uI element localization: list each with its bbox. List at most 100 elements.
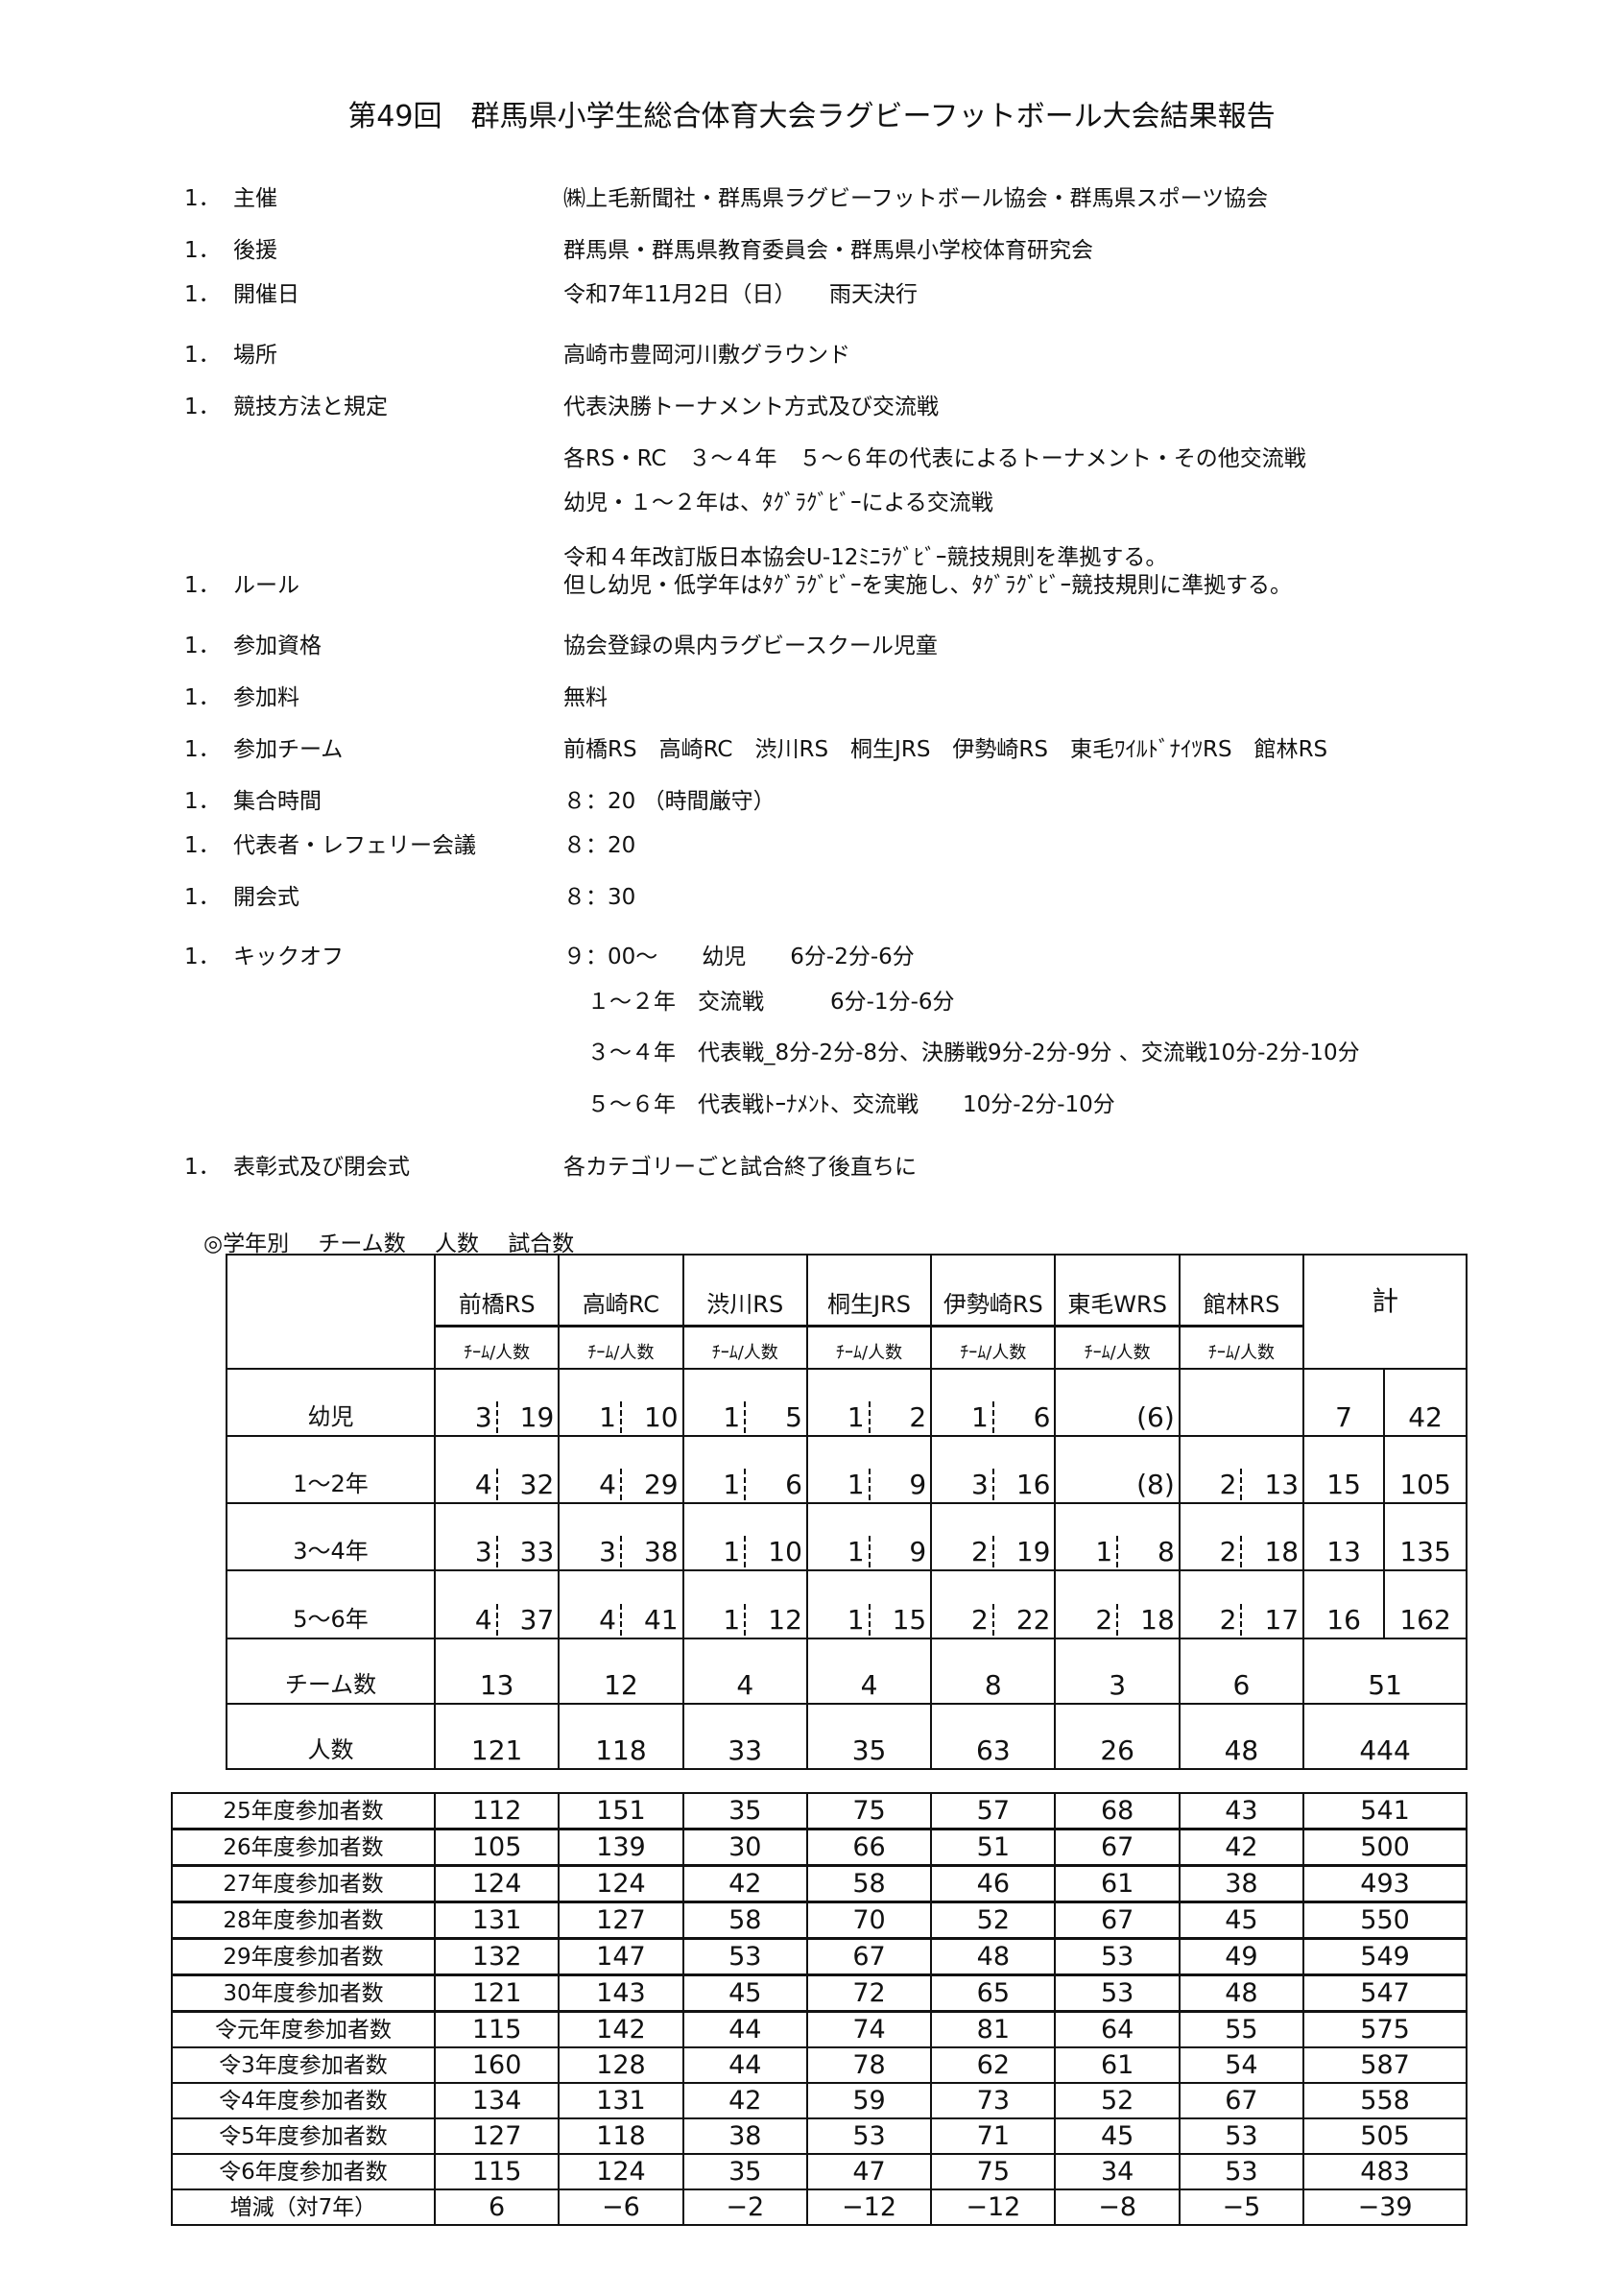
item-value: 前橋RS 高崎RC 渋川RS 桐生JRS 伊勢崎RS 東毛ﾜｲﾙﾄﾞﾅｲﾂRS … [563,737,1328,762]
team-cell: 3 38 [558,1502,684,1571]
row-label: 3～4年 [226,1502,436,1571]
row-label: 令6年度参加者数 [171,2153,436,2190]
team-count: 1 [808,1604,871,1636]
player-count: 41 [643,1604,679,1636]
cell-split: 3 16 [932,1437,1054,1500]
total-row: チーム数 13 12 4 4 8 3 6 51 [226,1638,1468,1705]
history-row: 令元年度参加者数 115 142 44 74 81 64 55 575 [171,2010,1468,2048]
team-cell: 2 22 [930,1569,1057,1639]
value-cell: 61 [1054,2046,1181,2084]
value-cell: 81 [930,2010,1057,2048]
value-cell: −5 [1178,2188,1305,2226]
item-label: 開催日 [233,282,299,307]
value-cell: 587 [1302,2046,1468,2084]
value-cell: 72 [805,1973,933,2013]
value-cell: 46 [930,1864,1057,1903]
team-cell: 1 10 [558,1368,684,1437]
table-caption: ◎学年別 チーム数 人数 試合数 [203,1232,575,1256]
value-cell: 44 [681,2010,808,2048]
team-total: 3 [1054,1638,1181,1705]
value-cell: 78 [805,2046,933,2084]
item-number: 1． [184,945,221,969]
row-label: 増減（対7年） [171,2188,436,2226]
value-cell: 42 [681,1864,808,1903]
team-total: 33 [681,1703,808,1770]
team-count: 3 [560,1536,622,1567]
total-teams: 7 [1302,1368,1386,1437]
value-cell: 124 [433,1864,561,1903]
value-cell: 139 [558,1828,684,1867]
value-cell: −6 [558,2188,684,2226]
item-label: 後援 [233,238,277,263]
item-number: 1． [184,343,221,368]
item-value: 協会登録の県内ラグビースクール児童 [563,634,938,658]
item-label: 参加チーム [233,737,344,762]
team-header: 高崎RC [558,1254,684,1327]
cell-split: 3 38 [560,1504,681,1567]
value-cell: 558 [1302,2082,1468,2119]
item-value: 幼児・１～２年は、ﾀｸﾞﾗｸﾞﾋﾞｰによる交流戦 [563,490,993,515]
value-cell: 47 [805,2153,933,2190]
item-number: 1． [184,238,221,263]
sub-header: ﾁｰﾑ/人数 [1054,1325,1181,1370]
item-number: 1． [184,1155,221,1180]
total-header: 計 [1302,1254,1468,1370]
item-value: 群馬県・群馬県教育委員会・群馬県小学校体育研究会 [563,238,1093,263]
team-cell: 2 13 [1178,1435,1305,1504]
row-label: 令元年度参加者数 [171,2010,436,2048]
value-cell: 143 [558,1973,684,2013]
value-cell: 550 [1302,1901,1468,1940]
value-cell: 70 [805,1901,933,1940]
value-cell: 134 [433,2082,561,2119]
item-value: １～２年 交流戦 6分-1分-6分 [587,990,955,1015]
value-cell: 53 [1054,1973,1181,2013]
player-count: 10 [768,1536,802,1567]
history-row: 令5年度参加者数 127 118 38 53 71 45 53 505 [171,2117,1468,2155]
item-value: 無料 [563,685,608,710]
value-cell: 74 [805,2010,933,2048]
value-cell: 35 [681,1792,808,1830]
value-cell: 45 [681,1973,808,2013]
item-label: 参加資格 [233,634,322,658]
player-count: 15 [892,1604,927,1636]
team-total: 118 [558,1703,684,1770]
total-row: 人数 121 118 33 35 63 26 48 444 [226,1703,1468,1770]
row-label: チーム数 [226,1638,436,1705]
player-count: 29 [643,1469,679,1500]
item-number: 1． [184,395,221,419]
value-cell: 115 [433,2153,561,2190]
item-number: 1． [184,737,221,762]
value-cell: 58 [681,1901,808,1940]
team-count: 4 [560,1604,622,1636]
team-header: 渋川RS [681,1254,808,1327]
cell-split: 1 12 [684,1571,806,1636]
team-cell: 4 37 [433,1569,561,1639]
value-cell: 45 [1178,1901,1305,1940]
team-cell: 2 19 [930,1502,1057,1571]
team-cell: (6) [1054,1368,1181,1437]
cell-split: 2 13 [1181,1437,1302,1500]
item-value: ８：30 [563,885,636,910]
item-value: 各カテゴリーごと試合終了後直ちに [563,1155,917,1180]
item-label: 競技方法と規定 [233,395,388,419]
row-label: 26年度参加者数 [171,1828,436,1867]
value-cell: 132 [433,1937,561,1976]
team-total: 13 [433,1638,561,1705]
cell-split: 3 19 [436,1370,558,1433]
team-cell: 4 32 [433,1435,561,1504]
item-value: ８：20 [563,833,636,858]
value-cell: 54 [1178,2046,1305,2084]
cell-split: 2 17 [1181,1571,1302,1636]
value-cell: 59 [805,2082,933,2119]
history-row: 令3年度参加者数 160 128 44 78 62 61 54 587 [171,2046,1468,2084]
summary-table: 前橋RS 高崎RC 渋川RS 桐生JRS 伊勢崎RS 東毛WRS 館林RS 計ﾁｰﾑ/人数 ﾁｰ… [226,1254,1468,1770]
team-cell: 2 17 [1178,1569,1305,1639]
item-label: 場所 [233,343,277,368]
player-count: 6 [1033,1401,1051,1433]
